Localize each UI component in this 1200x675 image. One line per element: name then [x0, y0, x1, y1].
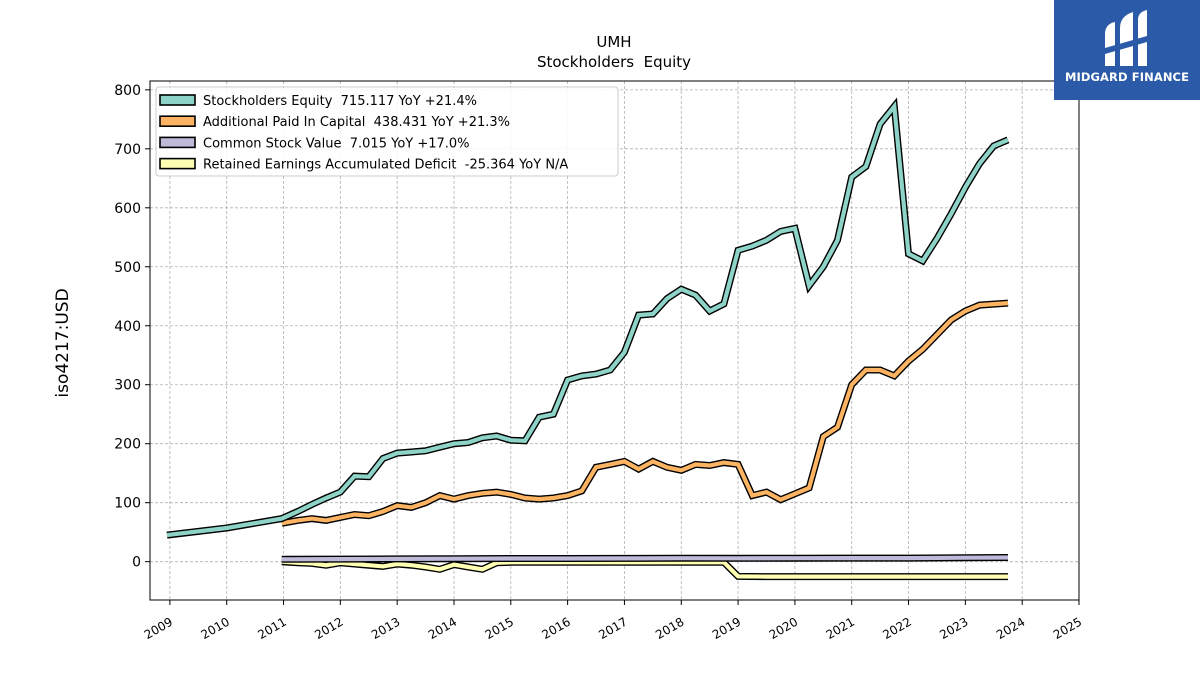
x-tick-label: 2013 [369, 615, 402, 642]
legend-label: Stockholders Equity 715.117 YoY +21.4% [203, 94, 477, 109]
logo-mark-icon [1105, 10, 1147, 66]
x-tick-label: 2012 [312, 615, 345, 642]
legend-label: Retained Earnings Accumulated Deficit -2… [203, 158, 568, 173]
x-tick-label: 2022 [880, 615, 913, 642]
chart-title: UMH [596, 33, 631, 51]
x-tick-label: 2017 [596, 615, 629, 642]
y-tick-label: 500 [114, 260, 141, 276]
series-line-outline [281, 299, 1009, 527]
x-tick-label: 2019 [710, 615, 743, 642]
y-tick-label: 700 [114, 142, 141, 158]
legend-frame [155, 86, 619, 177]
series-line [281, 301, 1009, 526]
chart-subtitle: Stockholders Equity [537, 53, 691, 71]
y-axis-label: iso4217:USD [53, 288, 73, 397]
x-tick-label: 2014 [426, 615, 459, 642]
x-tick-label: 2011 [255, 615, 288, 642]
x-tick-label: 2021 [824, 615, 857, 642]
series-line [166, 101, 1009, 538]
y-tick-label: 800 [114, 83, 141, 99]
y-axis: 0 100 200 300 400 500 600 700 800 [114, 83, 150, 571]
x-tick-label: 2015 [483, 615, 516, 642]
y-tick-label: 200 [114, 437, 141, 453]
x-axis: 2009 2010 2011 2012 2013 2014 2015 2016 2017 2018… [142, 600, 1084, 642]
y-tick-label: 600 [114, 201, 141, 217]
legend: Stockholders Equity 715.117 YoY +21.4% Ad… [155, 86, 619, 177]
x-tick-label: 2009 [142, 615, 175, 642]
x-tick-label: 2023 [937, 615, 970, 642]
y-tick-label: 300 [114, 378, 141, 394]
legend-swatch [159, 115, 196, 127]
x-tick-label: 2018 [653, 615, 686, 642]
brand-logo: MIDGARD FINANCE [1054, 0, 1200, 100]
legend-swatch [159, 94, 196, 106]
plot-frame [149, 80, 1080, 601]
legend-swatch [159, 136, 196, 149]
series-layer [166, 97, 1010, 581]
x-tick-label: 2024 [994, 615, 1027, 642]
y-tick-label: 100 [114, 496, 141, 512]
legend-label: Additional Paid In Capital 438.431 YoY +… [203, 115, 510, 130]
logo-text: MIDGARD FINANCE [1064, 70, 1190, 84]
x-tick-label: 2016 [539, 615, 572, 642]
series-line [281, 559, 1008, 579]
y-tick-label: 0 [132, 555, 141, 571]
x-tick-label: 2020 [767, 615, 800, 642]
legend-swatch [159, 157, 196, 170]
legend-label: Common Stock Value 7.015 YoY +17.0% [203, 136, 470, 151]
x-tick-label: 2010 [199, 615, 232, 642]
x-tick-label: 2025 [1051, 615, 1084, 642]
y-tick-label: 400 [114, 319, 141, 335]
series-line [281, 555, 1009, 562]
